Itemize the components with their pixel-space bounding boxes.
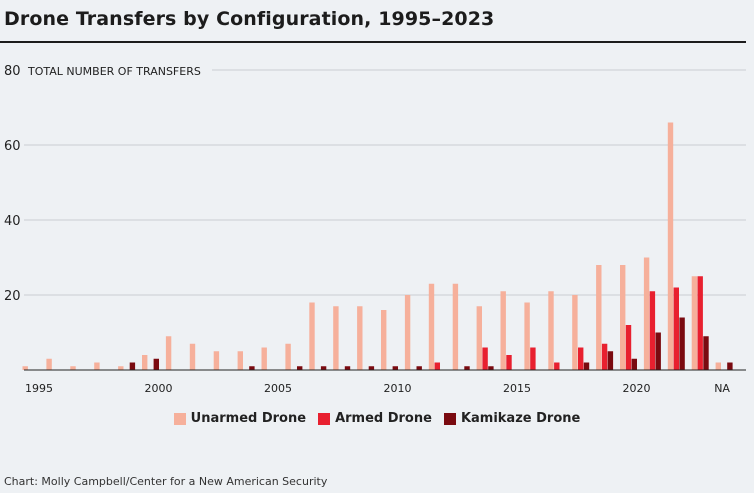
source-credit: Chart: Molly Campbell/Center for a New A… (4, 475, 328, 488)
legend-item-kamikaze[interactable]: Kamikaze Drone (443, 411, 581, 426)
bar-kamikaze-drone-2009[interactable] (368, 366, 375, 370)
bar-unarmed-drone-1995[interactable] (22, 366, 28, 370)
bar-unarmed-drone-2017[interactable] (548, 291, 554, 370)
x-tick-label: 2015 (503, 382, 531, 395)
bar-unarmed-drone-2004[interactable] (237, 351, 243, 370)
y-tick-label: 60 (4, 139, 21, 154)
x-tick-label: 2000 (145, 382, 173, 395)
bar-kamikaze-drone-2010[interactable] (392, 366, 398, 370)
legend-item-armed[interactable]: Armed Drone (318, 411, 432, 426)
bar-kamikaze-drone-2011[interactable] (416, 366, 422, 370)
bar-unarmed-drone-2007[interactable] (309, 302, 315, 371)
x-tick-label: 2005 (264, 382, 292, 395)
bar-kamikaze-drone-2013[interactable] (464, 366, 470, 370)
bar-armed-drone-2014[interactable] (482, 347, 488, 371)
bar-armed-drone-2015[interactable] (506, 355, 512, 370)
y-tick-labels: 20 40 60 80 (4, 64, 21, 304)
x-tick-label: 2010 (384, 382, 412, 395)
bar-unarmed-drone-2010[interactable] (381, 310, 387, 370)
bar-unarmed-drone-1999[interactable] (118, 366, 124, 370)
bar-armed-drone-2019[interactable] (601, 343, 608, 370)
y-tick-label: 40 (4, 214, 21, 229)
y-tick-label: 20 (4, 289, 21, 304)
legend-label-armed: Armed Drone (335, 411, 432, 426)
x-tick-label: 1995 (25, 382, 53, 395)
legend-swatch-kamikaze (443, 412, 456, 425)
bar-unarmed-drone-1997[interactable] (70, 366, 76, 370)
chart-plot: TOTAL NUMBER OF TRANSFERS 20 40 60 80 1995 2… (4, 64, 746, 395)
x-tick-label: NA (714, 382, 730, 395)
bar-unarmed-drone-2009[interactable] (357, 306, 363, 370)
chart-title: Drone Transfers by Configuration, 1995–2… (4, 8, 495, 30)
bar-unarmed-drone-2003[interactable] (213, 351, 220, 370)
bar-armed-drone-2012[interactable] (434, 362, 440, 371)
bar-unarmed-drone-2001[interactable] (165, 336, 172, 370)
bar-unarmed-drone-2005[interactable] (261, 347, 267, 371)
bar-unarmed-drone-1998[interactable] (94, 362, 100, 371)
bar-unarmed-drone-2002[interactable] (189, 343, 196, 370)
y-axis-label: TOTAL NUMBER OF TRANSFERS (27, 65, 201, 78)
bar-unarmed-drone-2008[interactable] (333, 306, 339, 370)
title-rule (0, 41, 746, 43)
bar-unarmed-drone-2023[interactable] (691, 276, 698, 370)
bar-unarmed-drone-2014[interactable] (476, 306, 482, 370)
bar-kamikaze-drone-NA[interactable] (727, 362, 733, 371)
bar-unarmed-drone-2022[interactable] (667, 122, 674, 371)
x-tick-labels: 1995 2000 2005 2010 2015 2020 NA (25, 382, 730, 395)
legend-swatch-armed (318, 412, 331, 425)
bar-unarmed-drone-2018[interactable] (572, 295, 578, 370)
bar-kamikaze-drone-2006[interactable] (297, 366, 303, 370)
bar-unarmed-drone-2000[interactable] (142, 355, 148, 370)
bar-kamikaze-drone-2022[interactable] (679, 317, 685, 371)
legend-item-unarmed[interactable]: Unarmed Drone (173, 411, 307, 426)
bar-unarmed-drone-2013[interactable] (452, 283, 459, 370)
bar-kamikaze-drone-2004[interactable] (249, 366, 255, 370)
bar-armed-drone-2017[interactable] (554, 362, 560, 371)
bar-kamikaze-drone-2000[interactable] (153, 358, 159, 370)
bar-armed-drone-2016[interactable] (530, 347, 536, 371)
bar-armed-drone-2020[interactable] (625, 325, 632, 370)
y-tick-label: 80 (4, 64, 21, 79)
bar-unarmed-drone-2012[interactable] (428, 283, 435, 370)
bar-unarmed-drone-2011[interactable] (404, 295, 411, 370)
bar-kamikaze-drone-2018[interactable] (583, 362, 590, 371)
bar-kamikaze-drone-2007[interactable] (320, 366, 327, 370)
bar-kamikaze-drone-2021[interactable] (655, 332, 661, 371)
bar-marks (22, 122, 733, 371)
bar-kamikaze-drone-2023[interactable] (703, 336, 709, 370)
bar-kamikaze-drone-2020[interactable] (631, 358, 637, 370)
bar-unarmed-drone-1996[interactable] (46, 358, 52, 370)
bar-unarmed-drone-2021[interactable] (643, 257, 650, 371)
bar-kamikaze-drone-1999[interactable] (129, 362, 136, 371)
bar-unarmed-drone-2015[interactable] (500, 291, 506, 370)
bar-armed-drone-2021[interactable] (649, 291, 656, 370)
legend-label-unarmed: Unarmed Drone (190, 411, 307, 426)
x-tick-label: 2020 (623, 382, 651, 395)
bar-kamikaze-drone-2014[interactable] (488, 366, 494, 370)
legend: Unarmed Drone Armed Drone Kamikaze Drone (0, 411, 754, 426)
bar-armed-drone-2022[interactable] (673, 287, 679, 371)
bar-unarmed-drone-2020[interactable] (620, 265, 626, 370)
bar-unarmed-drone-NA[interactable] (715, 362, 721, 371)
bar-armed-drone-2018[interactable] (578, 347, 584, 371)
legend-swatch-unarmed (173, 412, 186, 425)
bar-armed-drone-2023[interactable] (697, 276, 703, 370)
gridlines (24, 69, 746, 296)
bar-kamikaze-drone-2008[interactable] (344, 366, 351, 370)
bar-unarmed-drone-2016[interactable] (524, 302, 530, 371)
bar-unarmed-drone-2006[interactable] (285, 343, 291, 370)
legend-label-kamikaze: Kamikaze Drone (460, 411, 581, 426)
bar-unarmed-drone-2019[interactable] (596, 265, 602, 370)
bar-kamikaze-drone-2019[interactable] (607, 351, 614, 370)
